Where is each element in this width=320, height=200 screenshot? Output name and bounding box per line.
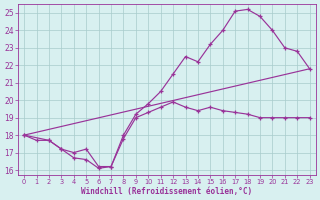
X-axis label: Windchill (Refroidissement éolien,°C): Windchill (Refroidissement éolien,°C) xyxy=(81,187,252,196)
